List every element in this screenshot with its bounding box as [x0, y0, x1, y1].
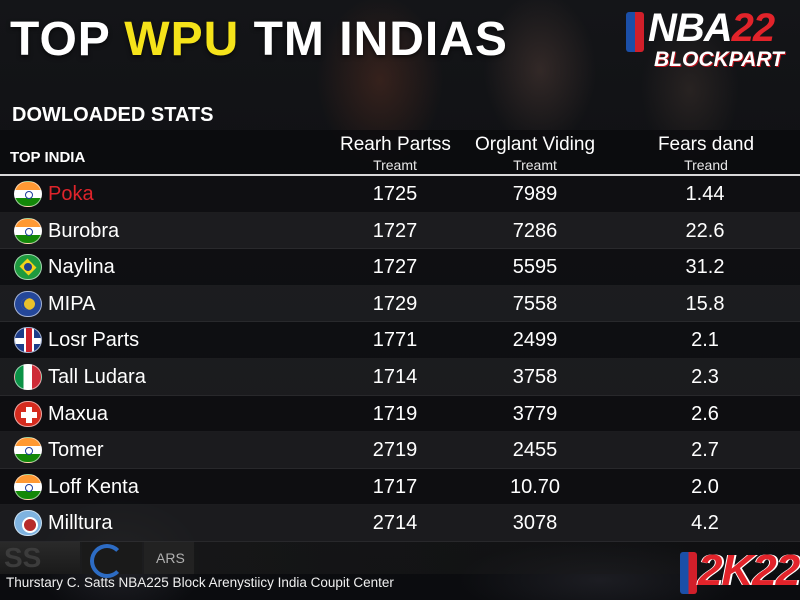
row-name: Naylina: [48, 256, 115, 279]
india-flag-icon: [14, 217, 42, 244]
row-value-3: 2.1: [691, 329, 719, 352]
first-column-header: TOP INDIA: [10, 149, 86, 166]
footer-caption: Thurstary C. Satts NBA225 Block Arenysti…: [6, 575, 394, 590]
row-name: Losr Parts: [48, 329, 140, 352]
row-value-3: 2.0: [691, 475, 719, 498]
column-header-3[interactable]: Fears dand Treand: [648, 134, 764, 173]
row-name: Burobra: [48, 219, 120, 242]
row-value-1: 1727: [372, 219, 418, 242]
column-header-2-title: Orglant Viding: [474, 134, 596, 155]
row-value-2: 5595: [512, 256, 558, 279]
row-value-3: 4.2: [691, 512, 719, 535]
logo-wordmark: NBA22: [648, 6, 775, 51]
row-name: Tall Ludara: [48, 365, 146, 388]
row-name: MIPA: [48, 292, 96, 315]
table-row[interactable]: Burobra 1727 7286 22.6: [0, 212, 800, 250]
row-value-3: 2.7: [691, 439, 719, 462]
thumbnail-tile[interactable]: [82, 542, 142, 578]
stats-panel: [0, 130, 800, 542]
table-row[interactable]: Tomer 2719 2455 2.7: [0, 432, 800, 469]
row-value-1: 1719: [372, 402, 418, 425]
row-value-2: 3078: [512, 512, 558, 535]
title-part-1: TOP: [10, 13, 125, 66]
page-title: TOP WPU TM INDIAS: [10, 12, 508, 67]
logo-subtitle: BLOCKPART: [654, 48, 784, 71]
row-value-1: 1725: [372, 183, 418, 205]
circle-flag-icon: [14, 510, 42, 537]
italy-flag-icon: [14, 363, 42, 390]
row-value-2: 2499: [512, 329, 558, 352]
row-value-3: 1.44: [685, 183, 725, 205]
table-row[interactable]: MIPA 1729 7558 15.8: [0, 285, 800, 323]
blue-flag-icon: [14, 290, 42, 317]
row-value-1: 1714: [372, 365, 418, 388]
thumbnail-tile[interactable]: [144, 542, 194, 574]
row-value-3: 2.6: [691, 402, 719, 425]
row-value-1: 1717: [372, 475, 418, 498]
row-value-2: 2455: [512, 439, 558, 462]
row-value-3: 15.8: [685, 292, 725, 315]
row-value-1: 1729: [372, 292, 418, 315]
row-value-3: 2.3: [691, 365, 719, 388]
uk-flag-icon: [14, 327, 42, 354]
stats-table: Poka 1725 7989 1.44 Burobra 1727 7286 22…: [0, 176, 800, 542]
title-part-2: TM INDIAS: [239, 13, 508, 66]
nba-2k-logo: 2K22: [680, 546, 800, 598]
column-header-3-subtitle: Treand: [684, 157, 728, 173]
thumbnail-label: ARS: [156, 550, 185, 566]
brazil-flag-icon: [14, 254, 42, 281]
row-value-2: 7558: [512, 292, 558, 315]
nba-logo-icon: [680, 552, 697, 594]
column-header-1-subtitle: Treamt: [373, 157, 417, 173]
row-name: Loff Kenta: [48, 475, 139, 498]
table-row[interactable]: Losr Parts 1771 2499 2.1: [0, 322, 800, 359]
header-divider: [0, 174, 800, 176]
row-name: Tomer: [48, 439, 104, 462]
column-header-2-subtitle: Treamt: [513, 157, 557, 173]
table-row[interactable]: Poka 1725 7989 1.44: [0, 176, 800, 213]
row-value-1: 2714: [372, 512, 418, 535]
row-name: Milltura: [48, 512, 113, 535]
nba-logo-icon: [626, 12, 644, 52]
india-flag-icon: [14, 181, 42, 207]
table-row[interactable]: Naylina 1727 5595 31.2: [0, 249, 800, 286]
row-value-1: 1771: [372, 329, 418, 352]
table-row[interactable]: Milltura 2714 3078 4.2: [0, 505, 800, 542]
table-row[interactable]: Tall Ludara 1714 3758 2.3: [0, 358, 800, 396]
row-value-2: 3779: [512, 402, 558, 425]
row-value-1: 2719: [372, 439, 418, 462]
table-row[interactable]: Loff Kenta 1717 10.70 2.0: [0, 469, 800, 506]
row-name: Maxua: [48, 402, 109, 425]
row-name: Poka: [48, 183, 94, 205]
swiss-flag-icon: [14, 400, 42, 427]
logo-2k-text: 2K22: [698, 546, 800, 595]
column-header-3-title: Fears dand: [657, 134, 755, 155]
row-value-3: 22.6: [685, 219, 725, 242]
row-value-2: 7286: [512, 219, 558, 242]
row-value-2: 10.70: [509, 475, 561, 498]
logo-main-text: NBA: [648, 6, 733, 50]
row-value-1: 1727: [372, 256, 418, 279]
column-header-1[interactable]: Rearh Partss Treamt: [340, 134, 451, 173]
thumbnail-tile[interactable]: [0, 542, 80, 574]
section-label: DOWLOADED STATS: [12, 104, 214, 126]
column-header-1-title: Rearh Partss: [340, 134, 451, 155]
row-value-3: 31.2: [685, 256, 725, 279]
row-value-2: 7989: [512, 183, 558, 205]
logo-number: 22: [731, 6, 775, 50]
nba-2k22-logo: NBA22 BLOCKPART: [626, 6, 798, 72]
row-value-2: 3758: [512, 365, 558, 388]
column-header-2[interactable]: Orglant Viding Treamt: [466, 134, 604, 173]
table-row[interactable]: Maxua 1719 3779 2.6: [0, 396, 800, 433]
india-flag-icon: [14, 437, 42, 464]
india-flag-icon: [14, 473, 42, 500]
title-accent: WPU: [124, 13, 240, 66]
